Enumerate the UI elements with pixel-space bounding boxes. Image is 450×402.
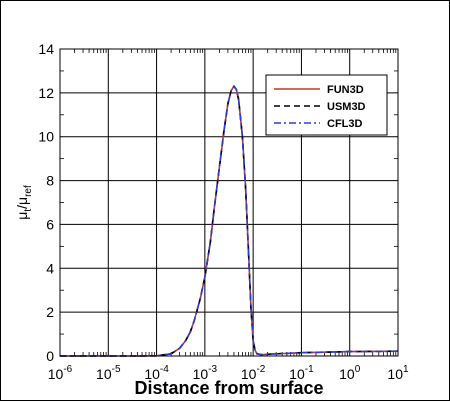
series-layer [60, 84, 399, 357]
plot-area-border [59, 48, 399, 357]
y-tick-label: 10 [38, 129, 54, 145]
y-tick-label: 0 [46, 348, 54, 364]
y-tick-label: 4 [46, 260, 54, 276]
x-tick-label: 101 [387, 364, 409, 382]
x-tick-label: 100 [339, 364, 361, 382]
legend-box [265, 74, 388, 136]
series-line-cfl3d [60, 84, 399, 357]
y-axis-label: μt/μref [14, 185, 34, 220]
legend: FUN3D USM3D CFL3D [265, 74, 388, 136]
y-tick-label: 8 [46, 173, 54, 189]
x-tick-labels: 10-6 10-5 10-4 10-3 10-2 10-1 100 101 [48, 364, 409, 382]
legend-label-cfl3d: CFL3D [327, 118, 363, 130]
y-axis-label-mu-ref: μ [14, 197, 30, 205]
y-axis-label-slash: / [14, 205, 30, 209]
legend-label-fun3d: FUN3D [327, 84, 364, 96]
x-tick-label: 10-4 [144, 364, 169, 382]
x-tick-label: 10-2 [241, 364, 266, 382]
x-minor-ticks [60, 49, 398, 356]
x-tick-label: 10-6 [48, 364, 73, 382]
x-axis-label: Distance from surface [134, 378, 323, 398]
y-tick-label: 12 [38, 85, 54, 101]
y-axis-label-sub-ref: ref [23, 185, 34, 197]
x-tick-label: 10-5 [96, 364, 121, 382]
x-tick-label: 10-3 [193, 364, 218, 382]
y-axis-label-mu-t: μ [14, 212, 30, 220]
legend-label-usm3d: USM3D [327, 101, 366, 113]
y-tick-label: 14 [38, 41, 54, 57]
x-tick-label: 10-1 [289, 364, 314, 382]
y-tick-labels: 0 2 4 6 8 10 12 14 [38, 41, 54, 364]
y-axis-label-sub-t: t [23, 209, 34, 212]
y-tick-label: 2 [46, 304, 54, 320]
y-tick-label: 6 [46, 216, 54, 232]
